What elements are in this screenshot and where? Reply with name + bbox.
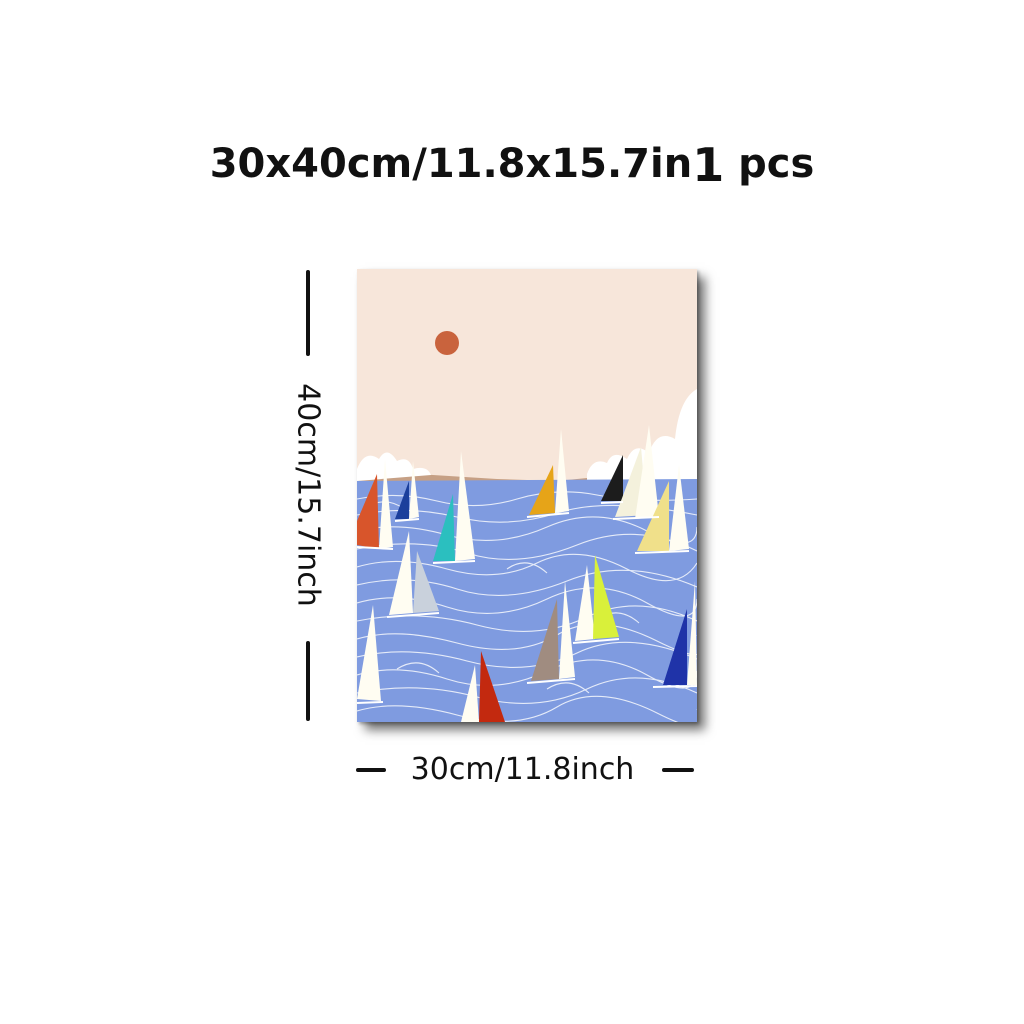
- sail-white-13: [461, 665, 479, 722]
- sail-white-3: [455, 451, 475, 561]
- height-bar-top: [306, 270, 310, 356]
- width-label: 30cm/11.8inch: [410, 752, 635, 787]
- sail-grey: [413, 551, 439, 613]
- height-label: 40cm/15.7inch: [290, 383, 326, 607]
- quantity-number: 1: [692, 138, 725, 192]
- sail-white-11: [687, 581, 697, 685]
- sail-white-7: [635, 425, 659, 519]
- sail-white-2: [409, 461, 419, 519]
- product-size-title: 30x40cm/11.8x15.7in1 pcs: [0, 138, 1024, 192]
- sail-yellow: [529, 465, 555, 515]
- sailboat-artwork: [357, 269, 697, 722]
- sail-white-8: [669, 465, 689, 551]
- sail-white-4: [389, 531, 413, 615]
- sail-red: [479, 651, 505, 722]
- sail-white-9: [575, 565, 595, 641]
- sail-white-1: [379, 459, 393, 549]
- sail-black: [601, 455, 623, 501]
- boat-hulls: [357, 501, 697, 704]
- quantity-unit: pcs: [738, 141, 815, 187]
- sail-white-12: [357, 605, 381, 701]
- sailboats: [357, 425, 697, 722]
- sail-taupe: [531, 599, 559, 681]
- sail-teal: [433, 494, 455, 561]
- width-bar-right: [662, 768, 694, 772]
- width-bar-left: [356, 768, 386, 772]
- sail-navy: [395, 481, 409, 519]
- sun-icon: [435, 331, 459, 355]
- size-text: 30x40cm/11.8x15.7in: [209, 141, 693, 187]
- sail-orange: [357, 474, 379, 549]
- canvas-print: [357, 269, 697, 722]
- sail-lime: [593, 555, 619, 639]
- sail-blue: [663, 609, 687, 685]
- cloud-right: [587, 389, 697, 481]
- sail-cream: [637, 481, 669, 551]
- sail-white-10: [559, 581, 575, 679]
- height-bar-bottom: [306, 641, 310, 721]
- sail-white-5: [555, 429, 569, 513]
